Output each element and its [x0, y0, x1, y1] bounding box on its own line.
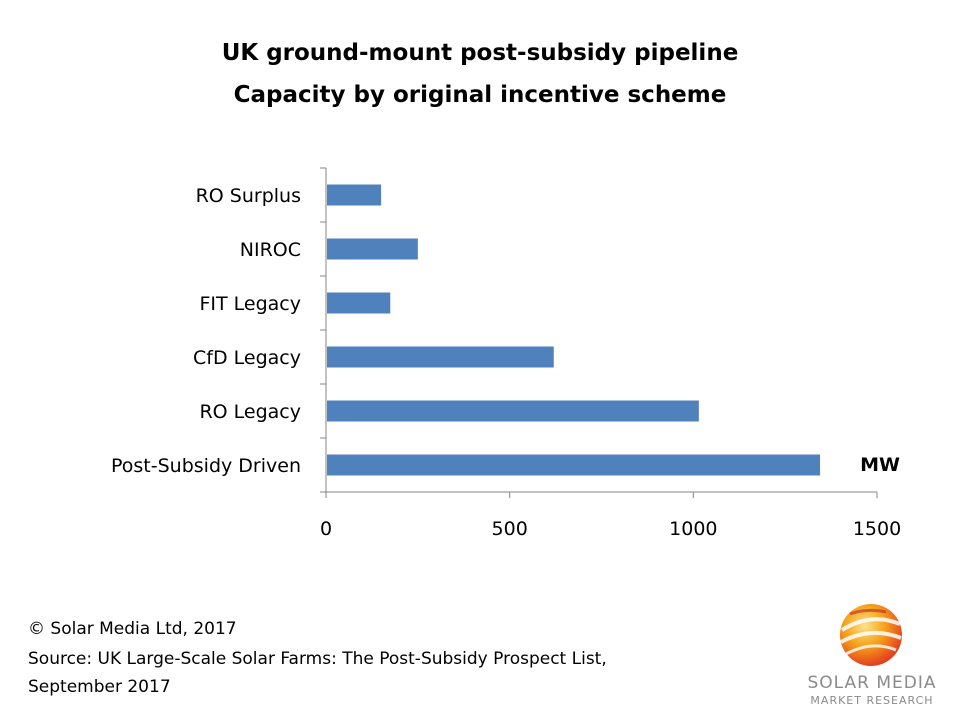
category-label: Post-Subsidy Driven [111, 455, 301, 477]
bar-niroc [327, 238, 418, 260]
bar-fit-legacy [327, 292, 391, 314]
source-text: Source: UK Large-Scale Solar Farms: The … [28, 649, 607, 669]
source-date-text: September 2017 [28, 677, 171, 697]
bar-ro-legacy [327, 400, 699, 422]
x-tick-label: 1000 [669, 518, 717, 540]
solar-media-logo-icon [840, 604, 902, 666]
copyright-text: © Solar Media Ltd, 2017 [28, 619, 237, 639]
bar-post-subsidy-driven [327, 454, 821, 476]
bar-cfd-legacy [327, 346, 554, 368]
x-tick-label: 1500 [853, 518, 901, 540]
logo-text-main: SOLAR MEDIA [807, 673, 937, 693]
x-tick-label: 500 [492, 518, 528, 540]
category-label: RO Surplus [196, 185, 301, 207]
category-label: CfD Legacy [193, 347, 301, 369]
x-tick-label: 0 [320, 518, 332, 540]
chart-title: UK ground-mount post-subsidy pipeline [221, 40, 739, 66]
unit-label: MW [860, 454, 900, 476]
bar-ro-surplus [327, 184, 382, 206]
logo-text-sub: MARKET RESEARCH [810, 694, 934, 707]
category-label: NIROC [240, 239, 301, 261]
category-label: RO Legacy [199, 401, 301, 423]
category-label: FIT Legacy [199, 293, 301, 315]
chart-subtitle: Capacity by original incentive scheme [233, 82, 727, 108]
